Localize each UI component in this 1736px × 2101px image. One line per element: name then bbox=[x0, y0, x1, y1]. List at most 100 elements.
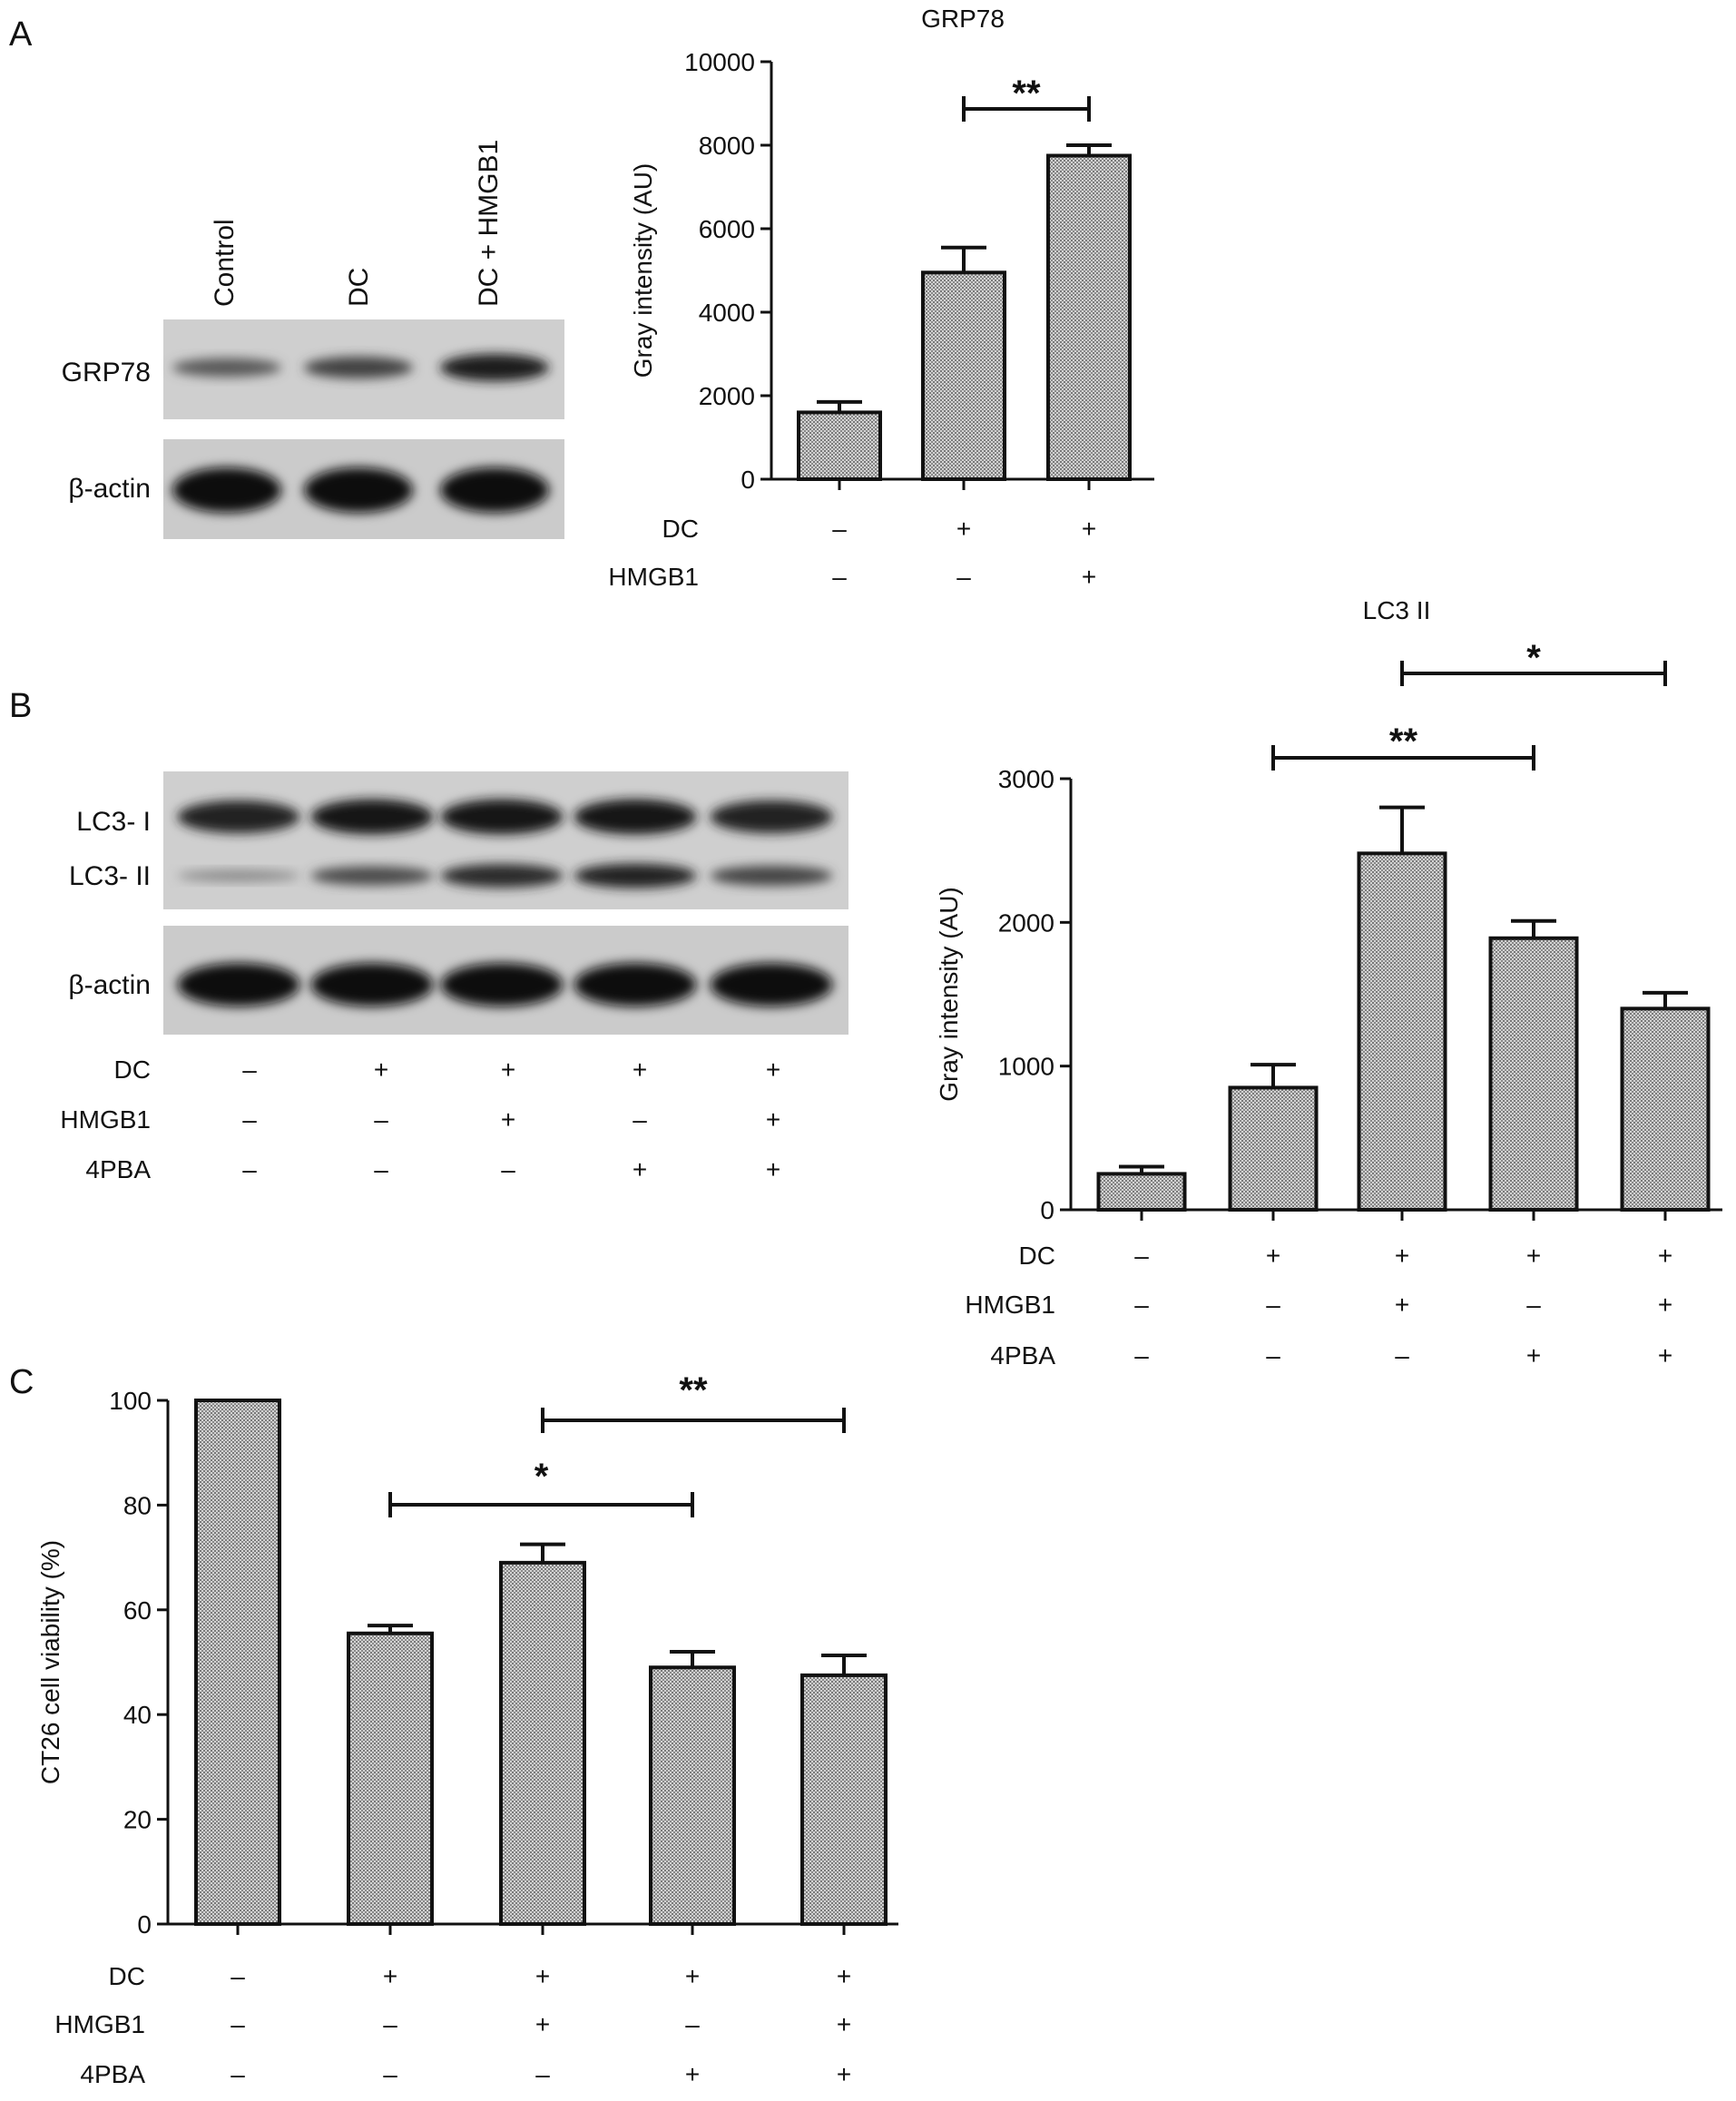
bar bbox=[1096, 1172, 1187, 1212]
significance-label: * bbox=[1526, 638, 1541, 678]
condition-4pba-4: + bbox=[685, 2060, 700, 2088]
band-lc3-i-lane-4 bbox=[574, 799, 697, 835]
condition-label-4pba: 4PBA bbox=[85, 1155, 151, 1183]
condition-dc-1: – bbox=[832, 515, 847, 543]
bar bbox=[347, 1631, 434, 1926]
condition-4pba-3: – bbox=[535, 2060, 550, 2088]
bar bbox=[921, 270, 1006, 481]
condition-dc-3: + bbox=[1395, 1242, 1409, 1270]
condition-hmgb1-3: + bbox=[1395, 1291, 1409, 1319]
condition-label-hmgb1: HMGB1 bbox=[60, 1105, 151, 1134]
condition-4pba-4: + bbox=[1526, 1341, 1541, 1370]
y-tick-label: 1000 bbox=[998, 1053, 1054, 1081]
condition-hmgb1-4: – bbox=[685, 2010, 700, 2038]
condition-4pba-4: + bbox=[633, 1155, 647, 1183]
significance-label: ** bbox=[1389, 722, 1418, 761]
y-tick-label: 4000 bbox=[699, 299, 755, 327]
condition-hmgb1-2: – bbox=[383, 2010, 397, 2038]
condition-dc-5: + bbox=[766, 1055, 780, 1084]
panel-letter-a: A bbox=[9, 15, 33, 54]
condition-hmgb1-2: – bbox=[956, 563, 971, 591]
bar bbox=[800, 1673, 888, 1927]
y-tick-label: 20 bbox=[123, 1806, 152, 1834]
band-actin-lane-2 bbox=[310, 963, 434, 1006]
condition-4pba-3: – bbox=[501, 1155, 515, 1183]
y-tick-label: 0 bbox=[137, 1910, 152, 1939]
bar bbox=[499, 1560, 586, 1926]
band-actin-lane-2 bbox=[304, 467, 413, 513]
condition-hmgb1-5: + bbox=[837, 2010, 851, 2038]
condition-dc-5: + bbox=[1658, 1242, 1672, 1270]
condition-dc-2: + bbox=[374, 1055, 388, 1084]
band-lc3-i-lane-1 bbox=[177, 800, 300, 834]
condition-dc-1: – bbox=[230, 1962, 245, 1990]
condition-4pba-5: + bbox=[837, 2060, 851, 2088]
bar bbox=[1046, 153, 1132, 481]
band-lc3-i-lane-5 bbox=[710, 800, 833, 834]
condition-dc-3: + bbox=[1082, 515, 1096, 543]
y-tick-label: 60 bbox=[123, 1596, 152, 1625]
y-tick-label: 0 bbox=[740, 466, 755, 494]
y-axis-label: CT26 cell viability (%) bbox=[36, 1540, 64, 1784]
blot-b: LC3- I LC3- II β-actin DC – + + + + HMGB1 – – + – +… bbox=[60, 771, 848, 1183]
chart-title: GRP78 bbox=[921, 5, 1005, 33]
band-lc3-ii-lane-3 bbox=[440, 863, 564, 889]
significance-label: * bbox=[535, 1457, 549, 1497]
blot-a-row-label-grp78: GRP78 bbox=[62, 358, 151, 388]
bar bbox=[1488, 936, 1579, 1212]
condition-label-dc: DC bbox=[114, 1055, 151, 1084]
y-tick-label: 6000 bbox=[699, 215, 755, 243]
band-grp78-lane-1 bbox=[172, 358, 281, 378]
condition-hmgb1-3: + bbox=[535, 2010, 550, 2038]
condition-hmgb1-4: – bbox=[1526, 1291, 1541, 1319]
condition-hmgb1-1: – bbox=[230, 2010, 245, 2038]
y-tick-label: 0 bbox=[1040, 1196, 1054, 1224]
condition-label-4pba: 4PBA bbox=[990, 1341, 1055, 1370]
band-lc3-i-lane-3 bbox=[440, 799, 564, 835]
blot-b-bands bbox=[177, 799, 833, 1006]
band-actin-lane-5 bbox=[710, 963, 833, 1006]
condition-label-hmgb1: HMGB1 bbox=[54, 2010, 145, 2038]
condition-hmgb1-5: + bbox=[1658, 1291, 1672, 1319]
condition-label-dc: DC bbox=[1019, 1242, 1055, 1270]
band-lc3-ii-lane-2 bbox=[310, 866, 434, 886]
condition-dc-4: + bbox=[1526, 1242, 1541, 1270]
condition-hmgb1-1: – bbox=[1134, 1291, 1149, 1319]
bar bbox=[194, 1399, 281, 1926]
y-tick-label: 2000 bbox=[699, 382, 755, 410]
lane-label-control: Control bbox=[210, 219, 240, 307]
band-grp78-lane-2 bbox=[304, 356, 413, 379]
condition-label-4pba: 4PBA bbox=[80, 2060, 145, 2088]
condition-4pba-1: – bbox=[242, 1155, 257, 1183]
blot-a-lane-labels: Control DC DC + HMGB1 bbox=[210, 140, 504, 307]
y-tick-label: 100 bbox=[109, 1387, 152, 1415]
condition-dc-3: + bbox=[535, 1962, 550, 1990]
condition-4pba-3: – bbox=[1395, 1341, 1409, 1370]
condition-4pba-5: + bbox=[1658, 1341, 1672, 1370]
condition-dc-1: – bbox=[242, 1055, 257, 1084]
condition-dc-2: + bbox=[1266, 1242, 1280, 1270]
band-actin-lane-4 bbox=[574, 963, 697, 1006]
band-actin-lane-3 bbox=[440, 963, 564, 1006]
y-tick-label: 8000 bbox=[699, 132, 755, 160]
bar bbox=[1357, 851, 1447, 1212]
band-lc3-ii-lane-4 bbox=[574, 863, 697, 889]
bar bbox=[797, 410, 882, 481]
y-tick-label: 40 bbox=[123, 1701, 152, 1729]
condition-hmgb1-5: + bbox=[766, 1105, 780, 1134]
condition-4pba-2: – bbox=[374, 1155, 388, 1183]
condition-dc-3: + bbox=[501, 1055, 515, 1084]
band-lc3-ii-lane-1 bbox=[177, 869, 300, 882]
y-tick-label: 2000 bbox=[998, 908, 1054, 937]
significance-label: ** bbox=[679, 1370, 708, 1410]
lane-label-dc-hmgb1: DC + HMGB1 bbox=[474, 140, 504, 307]
y-axis-label: Gray intensity (AU) bbox=[629, 163, 657, 378]
condition-label-hmgb1: HMGB1 bbox=[608, 563, 699, 591]
panel-letter-b: B bbox=[9, 687, 32, 725]
condition-dc-2: + bbox=[383, 1962, 397, 1990]
y-tick-label: 3000 bbox=[998, 765, 1054, 793]
condition-dc-5: + bbox=[837, 1962, 851, 1990]
